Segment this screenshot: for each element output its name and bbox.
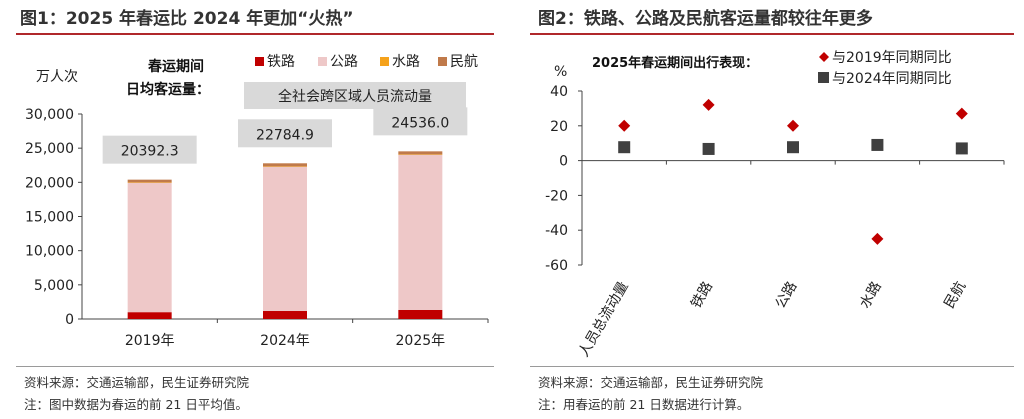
y-tick-label: 30,000	[25, 107, 74, 123]
legend-swatch	[438, 57, 447, 66]
y-tick-label: 20,000	[25, 175, 74, 191]
data-point-2024	[955, 142, 968, 155]
data-point-2024	[618, 141, 631, 154]
left-title-rule	[16, 33, 494, 35]
total-label: 20392.3	[121, 144, 179, 160]
legend-swatch	[380, 57, 389, 66]
y-tick-label: 20	[550, 119, 568, 135]
bar-segment	[127, 179, 172, 183]
bar-segment	[263, 163, 307, 167]
data-point-2019	[702, 98, 715, 111]
bar-segment	[127, 182, 172, 183]
left-bottom-rule	[16, 366, 494, 367]
y-unit-label: 万人次	[36, 69, 78, 85]
legend-swatch	[255, 57, 264, 66]
total-label-box	[102, 135, 197, 164]
right-panel-title: 图2：铁路、公路及民航客运量都较往年更多	[538, 9, 873, 29]
y-tick-label: 10,000	[25, 244, 74, 260]
data-point-2019	[871, 232, 884, 245]
subtitle-line-2: 日均客运量：	[126, 81, 210, 98]
x-tick-label: 2019年	[125, 333, 175, 349]
y-tick-label: 25,000	[25, 141, 74, 157]
x-tick-label: 水路	[857, 279, 885, 311]
right-source: 资料来源：交通运输部，民生证券研究院	[538, 375, 764, 390]
data-point-2024	[702, 142, 715, 155]
bar-segment	[127, 312, 172, 319]
left-note: 注：图中数据为春运的前 21 日平均值。	[24, 397, 248, 412]
y-tick-label: -60	[545, 258, 568, 274]
data-point-2019	[955, 107, 968, 120]
bar-segment	[398, 154, 443, 155]
legend-label: 与2019年同期同比	[832, 50, 952, 66]
bar-segment	[263, 166, 307, 312]
y-tick-label: 15,000	[25, 210, 74, 226]
y-tick-label: -20	[545, 188, 568, 204]
legend-label: 铁路	[267, 54, 295, 70]
total-label-box	[373, 107, 468, 136]
left-source: 资料来源：交通运输部，民生证券研究院	[24, 375, 250, 390]
banner-box	[244, 82, 466, 109]
left-panel-title: 图1：2025 年春运比 2024 年更加“火热”	[20, 9, 354, 29]
bar-segment	[398, 151, 443, 155]
legend-swatch	[818, 72, 829, 83]
subtitle-line-1: 春运期间	[147, 58, 204, 75]
data-point-2019	[618, 119, 631, 132]
right-bottom-rule	[530, 366, 1014, 367]
legend-swatch	[819, 52, 829, 62]
y-tick-label: -40	[545, 223, 568, 239]
total-label: 22784.9	[256, 127, 314, 143]
x-tick-label: 铁路	[688, 279, 716, 311]
total-label: 24536.0	[391, 115, 449, 131]
x-tick-label: 民航	[941, 279, 969, 311]
right-subtitle: 2025年春运期间出行表现：	[592, 55, 758, 71]
data-point-2024	[871, 138, 884, 151]
legend-swatch	[318, 57, 327, 66]
stacked-bar-chart: 万人次 春运期间 日均客运量： 全社会跨区域人员流动量 铁路 公路 水路 民航 0 5,…	[25, 54, 489, 349]
bar-segment	[263, 166, 307, 167]
x-tick-label: 公路	[773, 279, 801, 311]
total-label-box	[238, 119, 332, 148]
bar-segment	[398, 309, 443, 319]
legend-label: 与2024年同期同比	[832, 71, 952, 87]
data-point-2019	[787, 119, 799, 132]
data-point-2024	[787, 141, 799, 154]
right-note: 注：用春运的前 21 日数据进行计算。	[538, 397, 750, 412]
legend-label: 民航	[450, 54, 478, 70]
y-tick-label: 5,000	[34, 278, 74, 294]
legend-label: 水路	[392, 54, 420, 70]
y-tick-label: 0	[559, 154, 568, 170]
bar-segment	[263, 311, 307, 319]
bar-segment	[398, 154, 443, 310]
legend-label: 公路	[330, 54, 358, 70]
x-tick-label: 2025年	[396, 333, 446, 349]
y-tick-label: 0	[65, 312, 74, 328]
right-y-unit-label: %	[554, 64, 567, 80]
bar-segment	[127, 182, 172, 313]
x-tick-label: 人员总流动量	[576, 279, 632, 360]
banner-text: 全社会跨区域人员流动量	[278, 88, 432, 105]
y-tick-label: 40	[550, 84, 568, 100]
x-tick-label: 2024年	[260, 333, 310, 349]
right-title-rule	[530, 33, 1014, 35]
